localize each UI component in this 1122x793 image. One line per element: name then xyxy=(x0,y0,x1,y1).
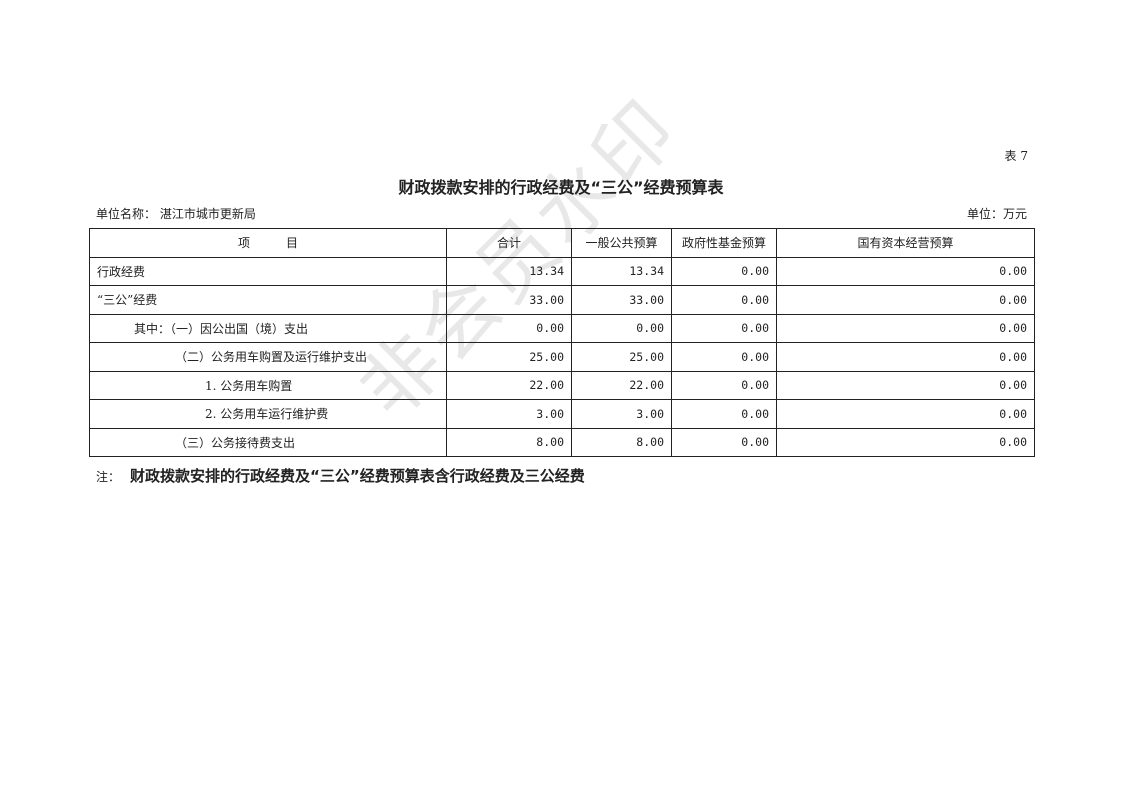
row-value: 0.00 xyxy=(671,370,777,400)
row-value: 0.00 xyxy=(776,256,1035,286)
currency-unit: 单位：万元 xyxy=(966,207,1027,221)
row-value: 0.00 xyxy=(671,342,777,372)
row-value: 25.00 xyxy=(571,342,672,372)
row-value: 3.00 xyxy=(571,399,672,429)
row-value: 0.00 xyxy=(776,285,1035,315)
row-value: 0.00 xyxy=(671,256,777,286)
row-value: 33.00 xyxy=(571,285,672,315)
unit-name-value: 湛江市城市更新局 xyxy=(159,207,256,221)
row-value: 3.00 xyxy=(446,399,572,429)
table-number: 表 7 xyxy=(1004,149,1028,163)
row-value: 0.00 xyxy=(776,342,1035,372)
row-value: 0.00 xyxy=(446,313,572,343)
row-value: 0.00 xyxy=(776,427,1035,457)
header-general-budget: 一般公共预算 xyxy=(571,228,672,258)
header-row: 项 目 合计 一般公共预算 政府性基金预算 国有资本经营预算 xyxy=(89,228,1035,258)
table-row: 行政经费 13.34 13.34 0.00 0.00 xyxy=(89,256,1035,286)
row-item: （二）公务用车购置及运行维护支出 xyxy=(89,342,447,372)
footnote: 注： 财政拨款安排的行政经费及“三公”经费预算表含行政经费及三公经费 xyxy=(96,465,585,486)
table-row: 2. 公务用车运行维护费 3.00 3.00 0.00 0.00 xyxy=(89,399,1035,429)
row-value: 0.00 xyxy=(671,427,777,457)
note-label: 注： xyxy=(96,470,121,484)
header-state-capital-budget: 国有资本经营预算 xyxy=(776,228,1035,258)
row-value: 0.00 xyxy=(571,313,672,343)
row-value: 25.00 xyxy=(446,342,572,372)
row-item: 2. 公务用车运行维护费 xyxy=(89,399,447,429)
page-title: 财政拨款安排的行政经费及“三公”经费预算表 xyxy=(398,178,724,197)
header-item: 项 目 xyxy=(89,228,447,258)
table-row: （二）公务用车购置及运行维护支出 25.00 25.00 0.00 0.00 xyxy=(89,342,1035,372)
row-value: 0.00 xyxy=(776,313,1035,343)
row-value: 22.00 xyxy=(571,370,672,400)
header-fund-budget: 政府性基金预算 xyxy=(671,228,777,258)
row-value: 0.00 xyxy=(671,313,777,343)
row-item: 1. 公务用车购置 xyxy=(89,370,447,400)
row-value: 33.00 xyxy=(446,285,572,315)
row-value: 8.00 xyxy=(446,427,572,457)
budget-table: 项 目 合计 一般公共预算 政府性基金预算 国有资本经营预算 行政经费 13.34… xyxy=(89,228,1035,457)
header-total: 合计 xyxy=(446,228,572,258)
table-row: “三公”经费 33.00 33.00 0.00 0.00 xyxy=(89,285,1035,315)
row-value: 13.34 xyxy=(571,256,672,286)
row-value: 8.00 xyxy=(571,427,672,457)
unit-name: 单位名称： 湛江市城市更新局 xyxy=(96,205,256,222)
row-item: 行政经费 xyxy=(89,256,447,286)
row-item: 其中：（一）因公出国（境）支出 xyxy=(89,313,447,343)
table-row: 1. 公务用车购置 22.00 22.00 0.00 0.00 xyxy=(89,370,1035,400)
table-row: 其中：（一）因公出国（境）支出 0.00 0.00 0.00 0.00 xyxy=(89,313,1035,343)
table-row: （三）公务接待费支出 8.00 8.00 0.00 0.00 xyxy=(89,427,1035,457)
note-text: 财政拨款安排的行政经费及“三公”经费预算表含行政经费及三公经费 xyxy=(130,467,585,485)
row-item: （三）公务接待费支出 xyxy=(89,427,447,457)
row-value: 0.00 xyxy=(671,285,777,315)
row-value: 22.00 xyxy=(446,370,572,400)
row-value: 0.00 xyxy=(776,370,1035,400)
row-value: 13.34 xyxy=(446,256,572,286)
row-item: “三公”经费 xyxy=(89,285,447,315)
row-value: 0.00 xyxy=(776,399,1035,429)
unit-name-label: 单位名称： xyxy=(96,207,157,221)
row-value: 0.00 xyxy=(671,399,777,429)
